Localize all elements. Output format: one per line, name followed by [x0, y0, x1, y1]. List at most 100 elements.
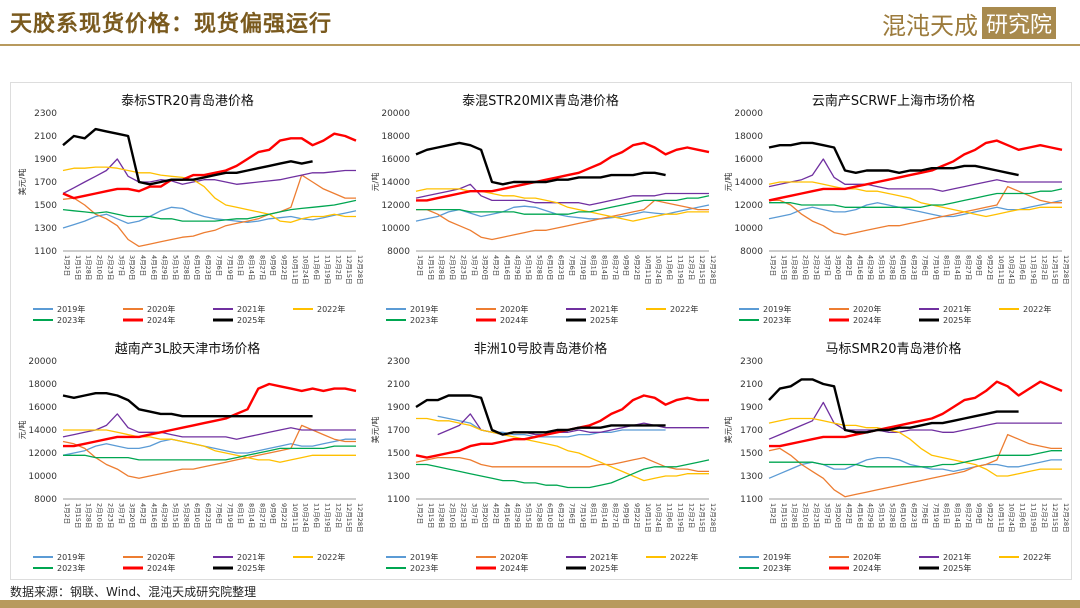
x-tick-label: 8月27日: [258, 503, 266, 528]
x-tick-label: 2月23日: [106, 503, 114, 528]
x-tick-label: 1月2日: [769, 255, 777, 276]
y-tick-label: 20000: [381, 109, 410, 119]
x-tick-label: 2月10日: [96, 503, 104, 528]
x-tick-label: 6月23日: [557, 255, 565, 280]
series-line-2019: [62, 438, 356, 456]
series-line-2021: [768, 401, 1062, 440]
x-tick-label: 9月22日: [633, 255, 641, 280]
legend-label-2025: 2025年: [943, 315, 971, 325]
y-tick-label: 1100: [387, 495, 410, 505]
x-tick-label: 12月28日: [1062, 503, 1070, 533]
legend-label-2023: 2023年: [57, 563, 85, 573]
x-tick-label: 3月7日: [470, 255, 478, 276]
x-tick-label: 3月7日: [823, 255, 831, 276]
x-tick-label: 10月11日: [291, 503, 299, 533]
x-tick-label: 12月28日: [709, 503, 717, 533]
y-tick-label: 1300: [740, 472, 763, 482]
x-tick-label: 1月2日: [63, 255, 71, 276]
legend-label-2019: 2019年: [410, 304, 438, 314]
legend-label-2025: 2025年: [590, 315, 618, 325]
legend-label-2025: 2025年: [590, 563, 618, 573]
y-tick-label: 14000: [381, 178, 410, 188]
series-line-2021: [62, 158, 356, 195]
chart-panel-str20mix: 泰混STR20MIX青岛港价格 元/吨 8000 10000 12000 14000 160…: [364, 83, 717, 331]
series-line-2019: [437, 415, 666, 438]
x-tick-label: 2月10日: [96, 255, 104, 280]
x-tick-label: 12月15日: [345, 503, 353, 533]
y-tick-label: 20000: [28, 357, 57, 367]
series-line-2022: [768, 417, 1062, 477]
series-line-2021: [437, 413, 709, 436]
x-tick-label: 9月22日: [986, 503, 994, 528]
y-axis-label: 元/吨: [370, 173, 380, 192]
x-tick-label: 12月15日: [698, 503, 706, 533]
legend-label-2024: 2024年: [853, 315, 881, 325]
series-line-2022: [415, 188, 709, 222]
footer-bar: [0, 600, 1080, 608]
x-tick-label: 12月15日: [1051, 255, 1059, 285]
chart-title: 云南产SCRWF上海市场价格: [812, 93, 975, 109]
legend-label-2019: 2019年: [57, 304, 85, 314]
y-tick-label: 1100: [34, 247, 57, 257]
x-tick-label: 7月6日: [215, 255, 223, 276]
x-tick-label: 3月7日: [117, 255, 125, 276]
series-line-2019: [62, 206, 357, 229]
series-line-2022: [62, 166, 356, 223]
legend-label-2023: 2023年: [57, 315, 85, 325]
legend-label-2024: 2024年: [147, 315, 175, 325]
x-tick-label: 3月20日: [128, 503, 136, 528]
y-tick-label: 1500: [740, 449, 763, 459]
x-tick-label: 11月19日: [323, 503, 331, 533]
x-tick-label: 8月14日: [953, 255, 961, 280]
y-tick-label: 8000: [740, 247, 763, 257]
x-tick-label: 8月27日: [964, 503, 972, 528]
x-tick-label: 11月19日: [1029, 503, 1037, 533]
y-tick-label: 1500: [34, 201, 57, 211]
x-tick-label: 11月19日: [676, 255, 684, 285]
y-tick-label: 2100: [387, 380, 410, 390]
x-tick-label: 1月15日: [780, 503, 788, 528]
legend-label-2022: 2022年: [317, 552, 345, 562]
x-tick-label: 8月1日: [237, 503, 245, 524]
chart-title: 泰标STR20青岛港价格: [121, 93, 254, 109]
x-tick-label: 7月6日: [568, 503, 576, 524]
x-tick-label: 8月1日: [943, 503, 951, 524]
x-tick-label: 12月2日: [334, 503, 342, 528]
x-tick-label: 8月14日: [247, 503, 255, 528]
x-tick-label: 6月23日: [204, 503, 212, 528]
y-tick-label: 12000: [28, 449, 57, 459]
x-tick-label: 8月27日: [611, 503, 619, 528]
x-tick-label: 11月6日: [1019, 255, 1027, 280]
x-tick-label: 10月11日: [291, 255, 299, 285]
legend-label-2021: 2021年: [943, 304, 971, 314]
y-tick-label: 16000: [381, 155, 410, 165]
y-tick-label: 1500: [387, 449, 410, 459]
x-tick-label: 7月19日: [932, 255, 940, 280]
legend-label-2023: 2023年: [410, 315, 438, 325]
y-tick-label: 8000: [387, 247, 410, 257]
legend-label-2022: 2022年: [1023, 304, 1051, 314]
series-line-2020: [416, 199, 709, 241]
x-tick-label: 10月11日: [997, 255, 1005, 285]
x-tick-label: 7月6日: [921, 255, 929, 276]
x-tick-label: 6月10日: [546, 503, 554, 528]
x-tick-label: 8月14日: [247, 255, 255, 280]
y-tick-label: 1300: [34, 224, 57, 234]
legend-label-2020: 2020年: [500, 304, 528, 314]
x-tick-label: 1月15日: [780, 255, 788, 280]
x-tick-label: 11月6日: [313, 255, 321, 280]
series-line-2022: [768, 181, 1062, 218]
x-tick-label: 8月1日: [590, 255, 598, 276]
y-axis-label: 美元/吨: [723, 417, 733, 444]
x-tick-label: 5月28日: [535, 255, 543, 280]
legend-label-2021: 2021年: [237, 304, 265, 314]
x-tick-label: 2月23日: [812, 255, 820, 280]
x-tick-label: 6月23日: [910, 503, 918, 528]
x-tick-label: 10月24日: [1008, 503, 1016, 533]
x-tick-label: 1月2日: [416, 503, 424, 524]
x-tick-label: 3月20日: [834, 503, 842, 528]
series-line-2024: [768, 139, 1063, 202]
x-tick-label: 9月22日: [280, 503, 288, 528]
x-tick-label: 7月19日: [579, 503, 587, 528]
